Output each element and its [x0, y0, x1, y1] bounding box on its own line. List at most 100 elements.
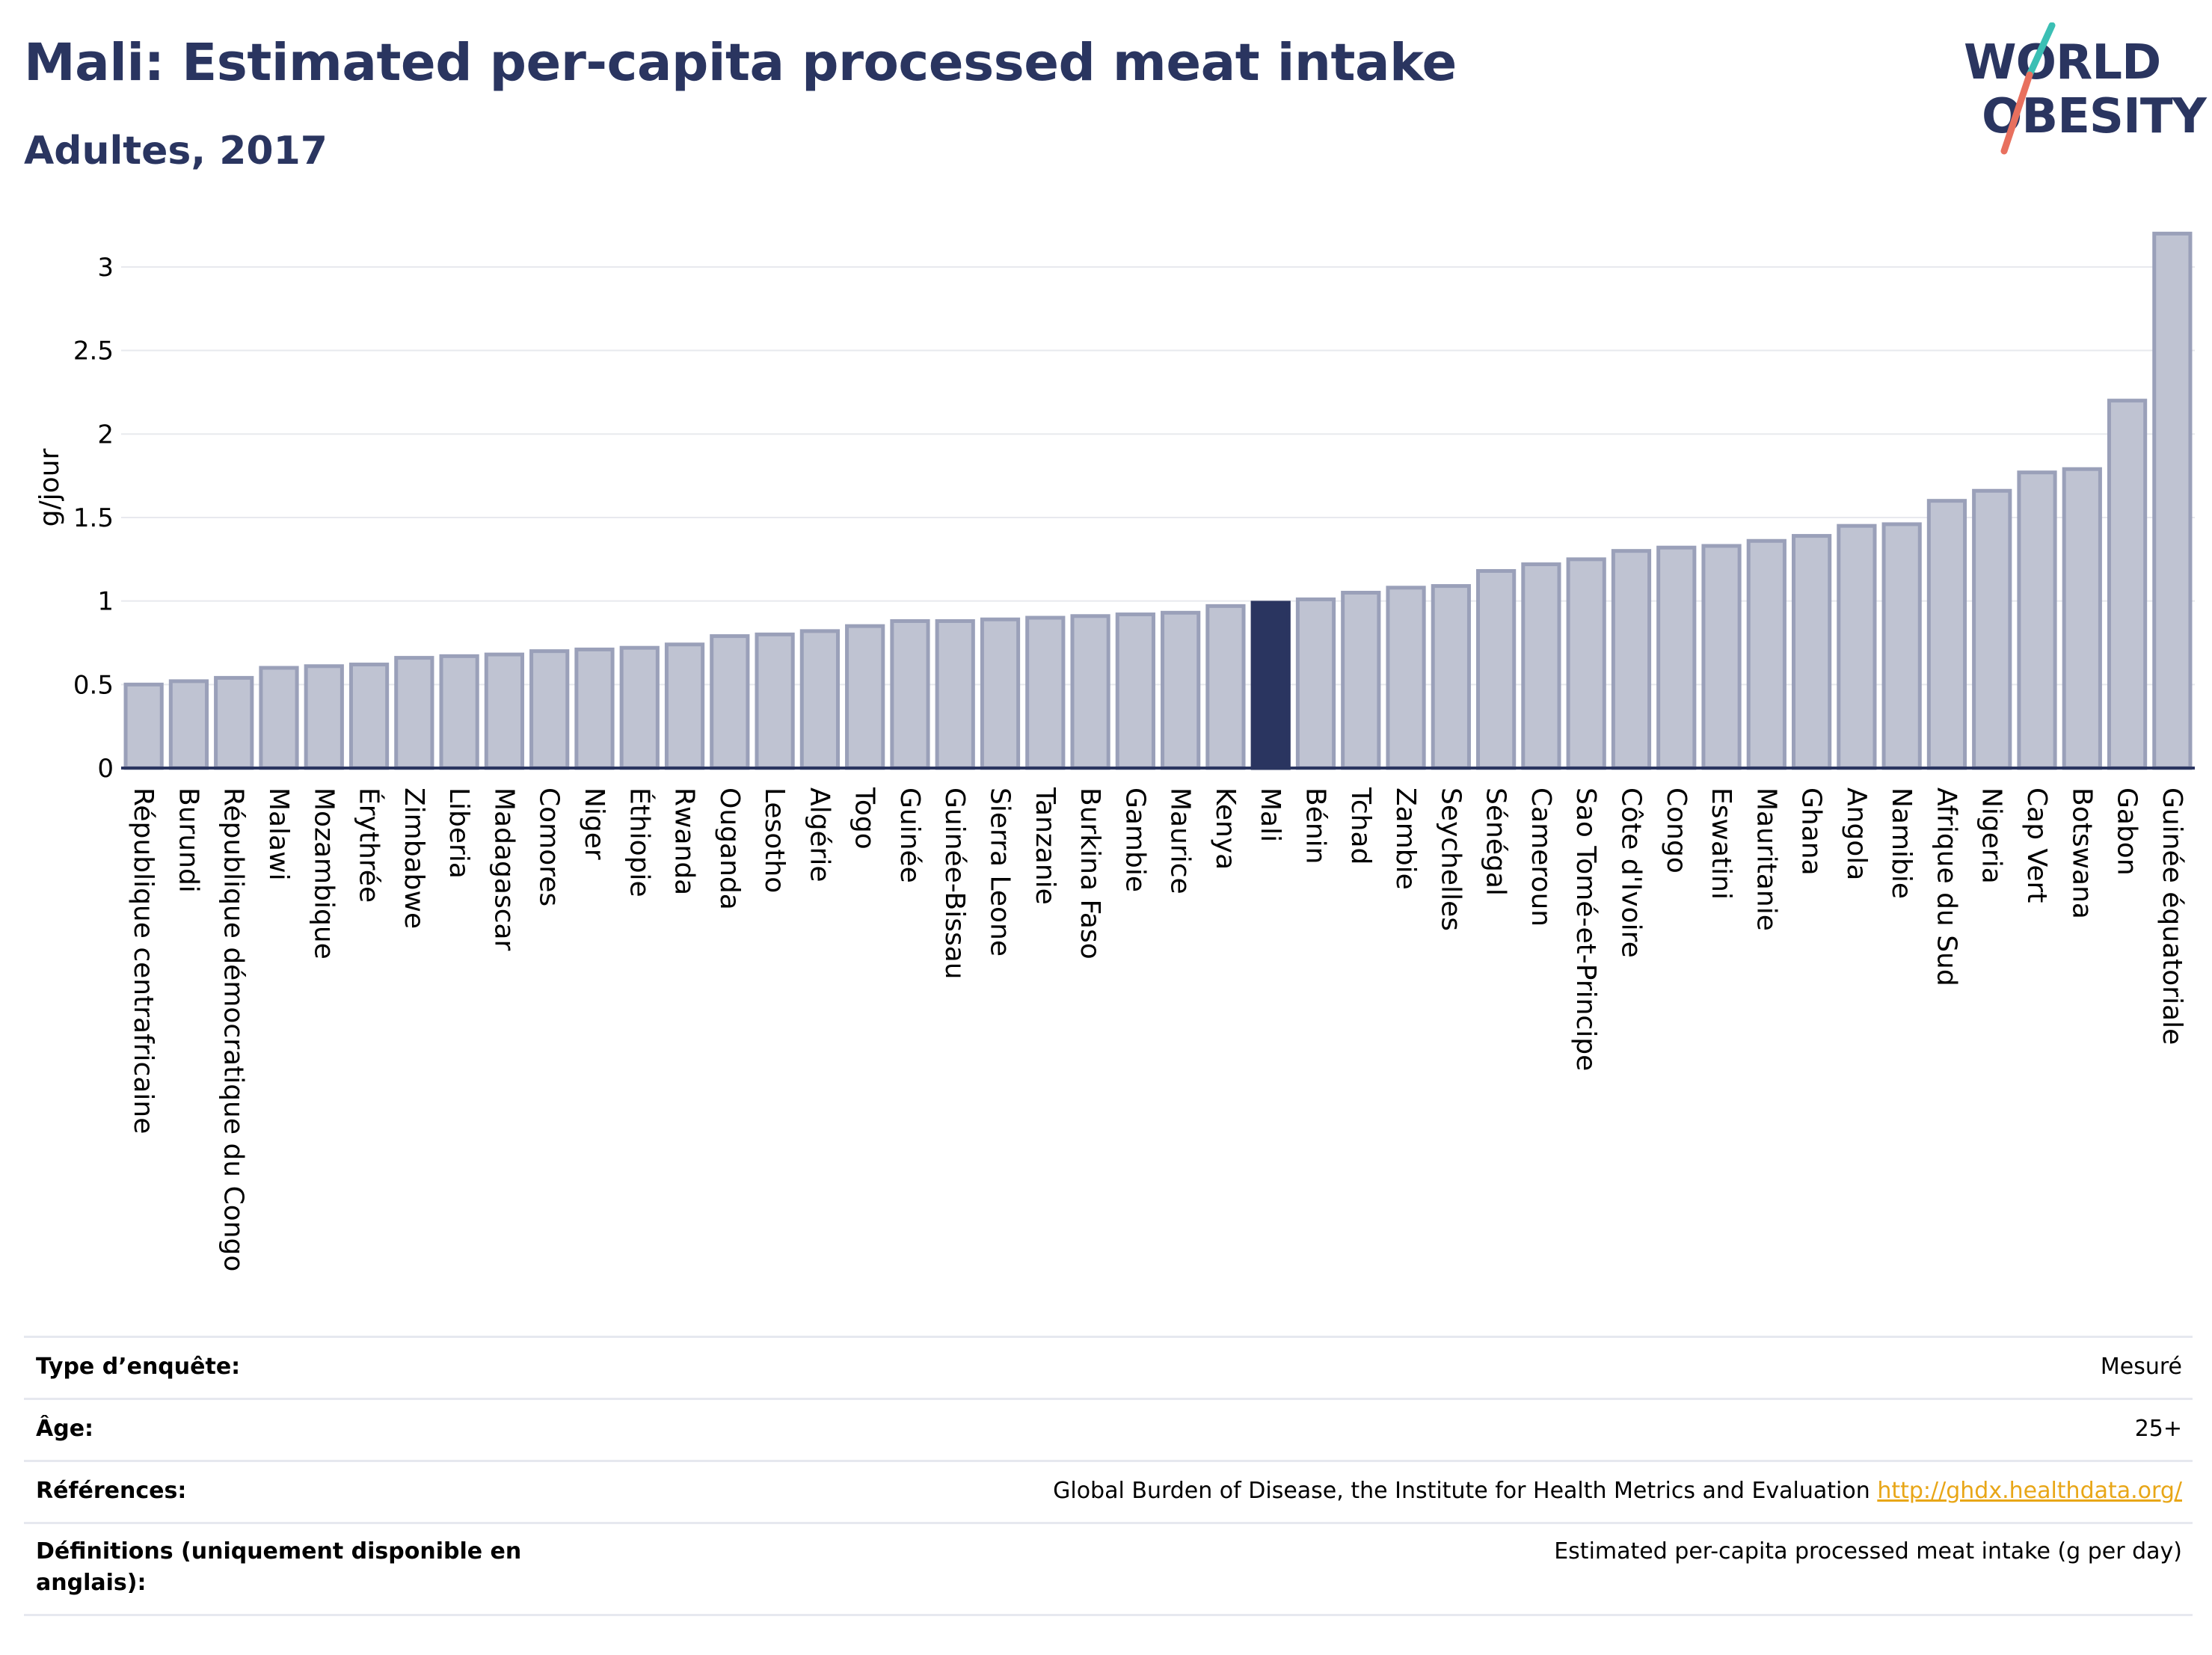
- survey-type-row: Type d’enquête: Mesuré: [24, 1336, 2193, 1398]
- bar-s-n-gal[interactable]: [1476, 568, 1517, 770]
- bar-gabon[interactable]: [2107, 399, 2148, 770]
- x-tick-label: Zimbabwe: [399, 787, 429, 929]
- x-tick-label: Tchad: [1345, 787, 1376, 865]
- bar-cap-vert[interactable]: [2017, 470, 2057, 770]
- x-tick-label: Seychelles: [1435, 787, 1466, 931]
- references-text: Global Burden of Disease, the Institute …: [1053, 1478, 1870, 1504]
- bar-madagascar[interactable]: [484, 652, 525, 770]
- references-link[interactable]: http://ghdx.healthdata.org/: [1877, 1478, 2182, 1504]
- x-tick-label: Mali: [1255, 787, 1285, 842]
- definitions-row: Définitions (uniquement disponible en an…: [24, 1522, 2193, 1616]
- y-tick-label: 0.5: [73, 670, 114, 700]
- x-tick-label: Tanzanie: [1030, 787, 1060, 905]
- bar-maurice[interactable]: [1161, 610, 1201, 770]
- bar-cameroun[interactable]: [1521, 562, 1561, 770]
- bar-chart: 0 0.5 1 1.5 2 2.5 3 g/jour République centrafric…: [34, 231, 2195, 1271]
- bar-kenya[interactable]: [1205, 604, 1246, 770]
- x-tick-label: Guinée-Bissau: [939, 787, 970, 980]
- survey-type-label: Type d’enquête:: [36, 1354, 241, 1380]
- x-tick-label: Niger: [579, 787, 609, 860]
- bar-c-te-d-ivoire[interactable]: [1611, 549, 1652, 770]
- y-tick-label: 1: [97, 587, 114, 617]
- y-tick-label: 1.5: [73, 503, 114, 533]
- x-tick-label: Congo: [1661, 787, 1692, 873]
- x-tick-label: Ouganda: [714, 787, 745, 910]
- bar-mali[interactable]: [1250, 601, 1291, 770]
- logo-line-1: WORLD: [1964, 35, 2161, 90]
- bar-togo[interactable]: [845, 624, 885, 770]
- bar-guin-e-quatoriale[interactable]: [2152, 231, 2193, 770]
- x-tick-label: Burundi: [173, 787, 203, 893]
- x-tick-label: Eswatini: [1706, 787, 1736, 900]
- bar--thiopie[interactable]: [619, 645, 660, 770]
- x-tick-label: Gambie: [1119, 787, 1150, 892]
- x-tick-label: Côte d'Ivoire: [1615, 787, 1646, 958]
- x-tick-label: Malawi: [263, 787, 294, 881]
- survey-type-value: Mesuré: [2100, 1354, 2182, 1380]
- bar-r-publique-centrafricaine[interactable]: [123, 682, 164, 770]
- bar-liberia[interactable]: [439, 654, 479, 770]
- references-value: Global Burden of Disease, the Institute …: [1053, 1476, 2182, 1507]
- bar-ghana[interactable]: [1791, 534, 1832, 770]
- x-tick-label: Maurice: [1165, 787, 1196, 894]
- bar-nigeria[interactable]: [1972, 488, 2012, 770]
- bar-comores[interactable]: [529, 649, 570, 770]
- bar-burundi[interactable]: [168, 679, 209, 770]
- bar-rwanda[interactable]: [664, 642, 705, 770]
- x-tick-label: Mozambique: [308, 787, 339, 959]
- bar-botswana[interactable]: [2062, 467, 2102, 770]
- x-tick-label: Afrique du Sud: [1931, 787, 1961, 986]
- bar-namibie[interactable]: [1881, 522, 1922, 770]
- x-tick-label: Sierra Leone: [985, 787, 1016, 957]
- x-tick-label: Érythrée: [354, 787, 385, 903]
- x-tick-label: Mauritanie: [1751, 787, 1781, 931]
- bar-zimbabwe[interactable]: [394, 656, 434, 770]
- x-tick-label: Ghana: [1796, 787, 1827, 876]
- x-tick-label: Kenya: [1210, 787, 1241, 870]
- bar-guin-e-bissau[interactable]: [935, 618, 975, 770]
- bar-seychelles[interactable]: [1431, 584, 1471, 770]
- bar-alg-rie[interactable]: [799, 629, 840, 770]
- age-row: Âge: 25+: [24, 1398, 2193, 1460]
- bar-gambie[interactable]: [1115, 612, 1155, 770]
- bar-malawi[interactable]: [259, 666, 299, 770]
- references-label: Références:: [36, 1478, 187, 1504]
- x-tick-label: Guinée: [894, 787, 925, 883]
- bar-guin-e[interactable]: [890, 618, 930, 770]
- x-tick-label: Comores: [534, 787, 565, 906]
- bar-niger[interactable]: [574, 647, 615, 770]
- x-tick-label: République centrafricaine: [128, 787, 159, 1134]
- x-tick-label: Gabon: [2112, 787, 2142, 876]
- x-tick-label: Cameroun: [1526, 787, 1556, 927]
- x-tick-label: Sénégal: [1481, 787, 1511, 896]
- x-tick-label: Burkina Faso: [1075, 787, 1105, 959]
- bar-mozambique[interactable]: [304, 664, 344, 770]
- bar--rythr-e[interactable]: [348, 663, 390, 770]
- bar-sierra-leone[interactable]: [980, 617, 1021, 770]
- bar-tanzanie[interactable]: [1025, 615, 1066, 770]
- bar-congo[interactable]: [1656, 545, 1697, 770]
- bar-burkina-faso[interactable]: [1070, 614, 1110, 770]
- bar-r-publique-d-mocratique-du-congo[interactable]: [214, 675, 254, 770]
- bar-sao-tom-et-principe[interactable]: [1566, 557, 1606, 770]
- x-tick-label: Namibie: [1886, 787, 1917, 899]
- bar-mauritanie[interactable]: [1746, 538, 1787, 770]
- x-tick-label: Nigeria: [1976, 787, 2007, 884]
- x-tick-label: Algérie: [804, 787, 835, 882]
- logo-slash-icon: [2000, 22, 2056, 155]
- x-tick-label: Éthiopie: [624, 787, 655, 897]
- bar-tchad[interactable]: [1341, 591, 1381, 770]
- y-tick-label: 3: [97, 253, 114, 283]
- x-tick-label: Cap Vert: [2021, 787, 2052, 903]
- bar-eswatini[interactable]: [1701, 544, 1742, 770]
- bar-zambie[interactable]: [1386, 586, 1426, 770]
- bar-afrique-du-sud[interactable]: [1926, 499, 1967, 770]
- definitions-label: Définitions (uniquement disponible en an…: [36, 1538, 522, 1596]
- bar-lesotho[interactable]: [755, 632, 795, 770]
- x-tick-label: Togo: [850, 787, 880, 850]
- chart-subtitle: Adultes, 2017: [24, 129, 328, 174]
- bar-b-nin[interactable]: [1295, 597, 1336, 770]
- bar-ouganda[interactable]: [710, 634, 750, 770]
- chart-title: Mali: Estimated per-capita processed mea…: [24, 33, 1457, 93]
- bar-angola[interactable]: [1837, 523, 1877, 770]
